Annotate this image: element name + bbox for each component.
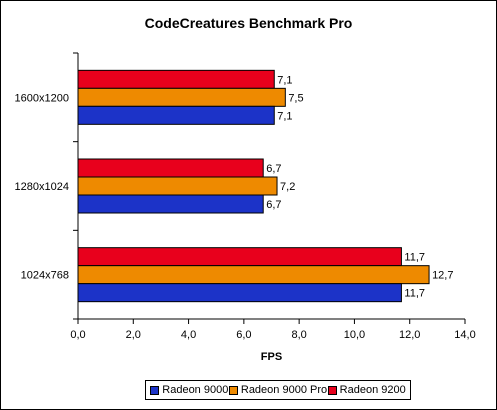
bar-value-label: 7,2 — [280, 181, 295, 193]
x-tick-label: 12,0 — [399, 329, 420, 341]
x-tick-label: 4,0 — [181, 329, 196, 341]
x-tick-label: 2,0 — [126, 329, 141, 341]
y-category-label: 1600x1200 — [15, 92, 69, 104]
legend-item-radeon-9200: Radeon 9200 — [327, 384, 406, 396]
bar — [77, 176, 278, 196]
bar — [77, 283, 402, 303]
bar — [77, 105, 275, 125]
legend-label-radeon-9000-pro: Radeon 9000 Pro — [240, 384, 328, 396]
bar — [77, 265, 430, 285]
x-tick-label: 8,0 — [291, 329, 306, 341]
bar-value-label: 7,1 — [277, 74, 292, 86]
bar-value-label: 6,7 — [266, 199, 281, 211]
legend-label-radeon-9200: Radeon 9200 — [339, 384, 406, 396]
bar — [77, 158, 264, 178]
bar — [77, 69, 275, 89]
legend-item-radeon-9000: Radeon 9000 — [150, 384, 228, 396]
bar-value-label: 6,7 — [266, 163, 281, 175]
legend-label-radeon-9000: Radeon 9000 — [162, 384, 229, 396]
bar-value-label: 11,7 — [404, 252, 425, 264]
bar-value-label: 12,7 — [432, 270, 453, 282]
bar — [77, 87, 286, 107]
bar-value-label: 7,5 — [288, 92, 303, 104]
legend: Radeon 9000 Radeon 9000 Pro Radeon 9200 — [145, 380, 411, 400]
bar-value-label: 7,1 — [277, 110, 292, 122]
bar-value-label: 11,7 — [404, 288, 425, 300]
x-tick-label: 10,0 — [344, 329, 365, 341]
x-axis-title: FPS — [261, 351, 282, 363]
x-tick-label: 14,0 — [454, 329, 475, 341]
y-category-label: 1280x1024 — [15, 181, 69, 193]
legend-item-radeon-9000-pro: Radeon 9000 Pro — [228, 384, 328, 396]
x-tick-label: 0,0 — [70, 329, 85, 341]
legend-swatch-radeon-9000-pro — [228, 385, 238, 395]
bar — [77, 194, 264, 214]
legend-swatch-radeon-9000 — [150, 385, 160, 395]
chart-title: CodeCreatures Benchmark Pro — [144, 15, 353, 31]
x-tick-label: 6,0 — [236, 329, 251, 341]
y-category-label: 1024x768 — [21, 270, 69, 282]
legend-swatch-radeon-9200 — [327, 385, 337, 395]
bar — [77, 247, 402, 267]
